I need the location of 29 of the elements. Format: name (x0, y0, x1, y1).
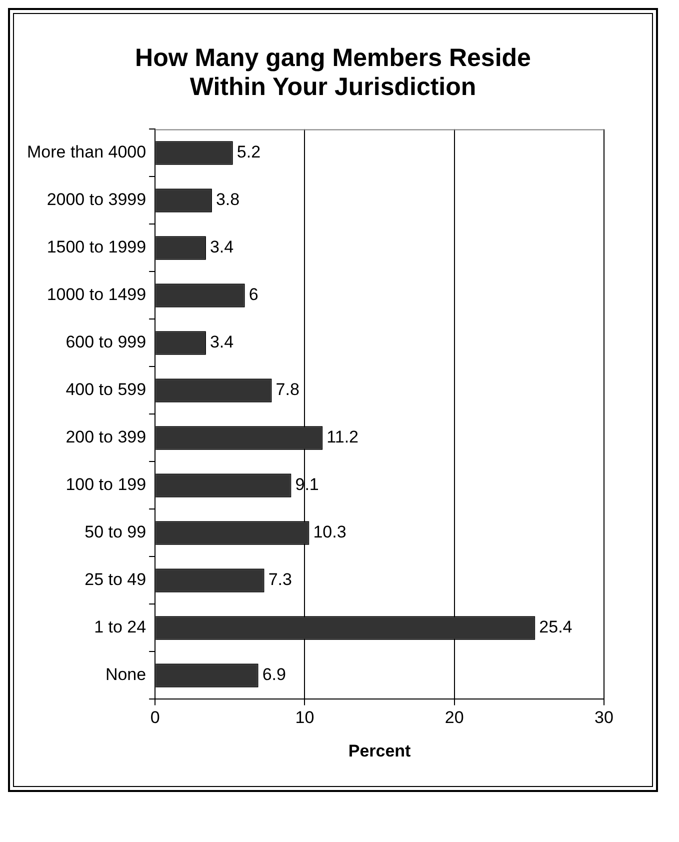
y-tick-label: 100 to 199 (66, 475, 146, 494)
data-label: 7.3 (268, 570, 292, 590)
y-tick-label: 50 to 99 (84, 522, 146, 542)
y-tick-label: 1 to 24 (94, 618, 146, 637)
y-tick-label: None (105, 665, 146, 684)
x-tick-label: 20 (444, 708, 464, 728)
y-tick-label: 400 to 599 (66, 380, 146, 400)
data-label: 6.9 (262, 665, 286, 684)
data-label: 10.3 (313, 522, 346, 542)
y-tick-label: 1000 to 1499 (46, 285, 146, 304)
x-tick-label: 30 (594, 708, 614, 728)
data-label: 7.8 (276, 380, 300, 400)
data-label: 25.4 (539, 618, 572, 637)
data-label: 3.8 (216, 190, 240, 210)
y-tick-label: 2000 to 3999 (46, 190, 146, 210)
x-axis-title: Percent (348, 741, 412, 760)
data-label: 6 (248, 285, 258, 304)
x-tick-label: 0 (150, 708, 160, 728)
y-tick-label: 200 to 399 (66, 428, 146, 447)
y-tick-label: 1500 to 1999 (46, 238, 146, 257)
data-label: 3.4 (210, 332, 234, 352)
y-tick-label: 600 to 999 (66, 332, 146, 352)
data-label: 3.4 (210, 238, 234, 257)
data-label: 11.2 (326, 428, 359, 447)
y-tick-label: 25 to 49 (84, 570, 146, 590)
x-tick-label: 10 (295, 708, 314, 728)
data-label: 5.2 (236, 142, 261, 162)
chart-title: How Many gang Members Reside Within Your Jurisdiction (134, 44, 532, 102)
y-tick-label: More than 4000 (26, 142, 146, 162)
